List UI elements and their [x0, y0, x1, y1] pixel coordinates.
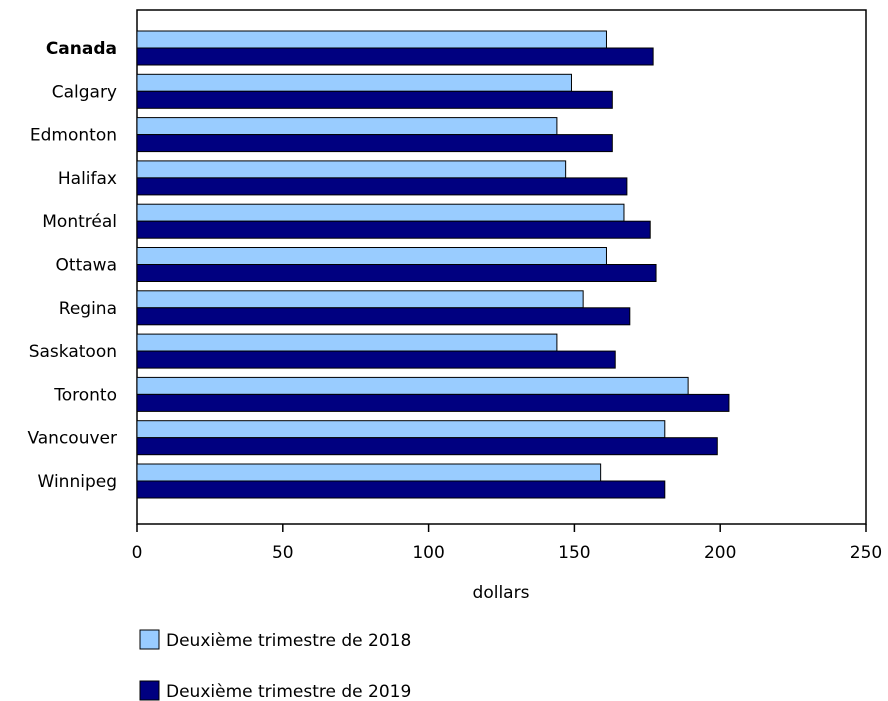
category-label-edmonton: Edmonton	[30, 126, 117, 146]
bar-canada-series-2	[136, 47, 654, 66]
bar-edmonton-series-2	[136, 134, 613, 153]
category-label-regina: Regina	[59, 299, 117, 319]
x-axis-ticks: 0 50 100 150 200 250	[132, 524, 882, 563]
category-label-saskatoon: Saskatoon	[29, 342, 117, 362]
bar-winnipeg-series-2	[136, 480, 666, 499]
bar-vancouver-series-1	[136, 420, 666, 439]
bar-ottawa-series-1	[136, 247, 607, 265]
category-label-ottawa: Ottawa	[56, 256, 117, 276]
bar-halifax-series-2	[136, 177, 628, 196]
bar-edmonton-series-1	[136, 117, 558, 136]
x-axis-title: dollars	[473, 583, 530, 603]
x-tick-label-200: 200	[704, 543, 736, 563]
category-label-canada: Canada	[46, 39, 117, 59]
bar-ottawa-series-2	[136, 264, 657, 282]
bar-saskatoon-series-2	[136, 350, 616, 369]
category-label-winnipeg: Winnipeg	[38, 472, 117, 492]
legend-label-series-2: Deuxième trimestre de 2019	[166, 682, 411, 701]
category-label-montreal: Montréal	[42, 212, 117, 232]
bar-toronto-series-1	[136, 376, 689, 395]
bar-halifax-series-1	[136, 160, 567, 179]
bar-regina-series-1	[136, 290, 584, 309]
legend-label-series-1: Deuxième trimestre de 2018	[166, 631, 411, 651]
category-labels: Canada Calgary Edmonton Halifax Montréal Otta…	[27, 39, 117, 492]
x-tick-label-50: 50	[272, 543, 294, 563]
category-label-calgary: Calgary	[52, 82, 117, 102]
bars-layer	[136, 30, 730, 499]
x-tick-label-250: 250	[850, 543, 882, 563]
legend: Deuxième trimestre de 2018 Deuxième trime…	[139, 629, 411, 701]
bar-winnipeg-series-1	[136, 463, 602, 482]
bar-calgary-series-2	[136, 90, 613, 109]
legend-swatch-series-2	[139, 680, 160, 701]
bar-regina-series-2	[136, 307, 631, 326]
bar-toronto-series-2	[136, 393, 730, 412]
bar-calgary-series-1	[136, 73, 572, 92]
bar-vancouver-series-2	[136, 437, 718, 456]
bar-montreal-series-2	[136, 220, 651, 239]
legend-swatch-series-1	[139, 629, 160, 650]
x-tick-label-100: 100	[412, 543, 444, 563]
category-label-vancouver: Vancouver	[27, 429, 117, 449]
bar-montreal-series-1	[136, 203, 625, 222]
category-label-toronto: Toronto	[53, 385, 117, 405]
bar-saskatoon-series-1	[136, 333, 558, 352]
x-tick-label-150: 150	[558, 543, 590, 563]
x-tick-label-0: 0	[132, 543, 143, 563]
bar-canada-series-1	[136, 30, 607, 49]
category-label-halifax: Halifax	[58, 169, 117, 189]
